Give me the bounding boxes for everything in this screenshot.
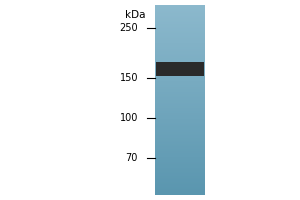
Text: 150: 150	[119, 73, 138, 83]
Bar	[156, 62, 204, 76]
Text: 70: 70	[126, 153, 138, 163]
Text: 250: 250	[119, 23, 138, 33]
Text: kDa: kDa	[125, 10, 146, 20]
Text: 100: 100	[120, 113, 138, 123]
